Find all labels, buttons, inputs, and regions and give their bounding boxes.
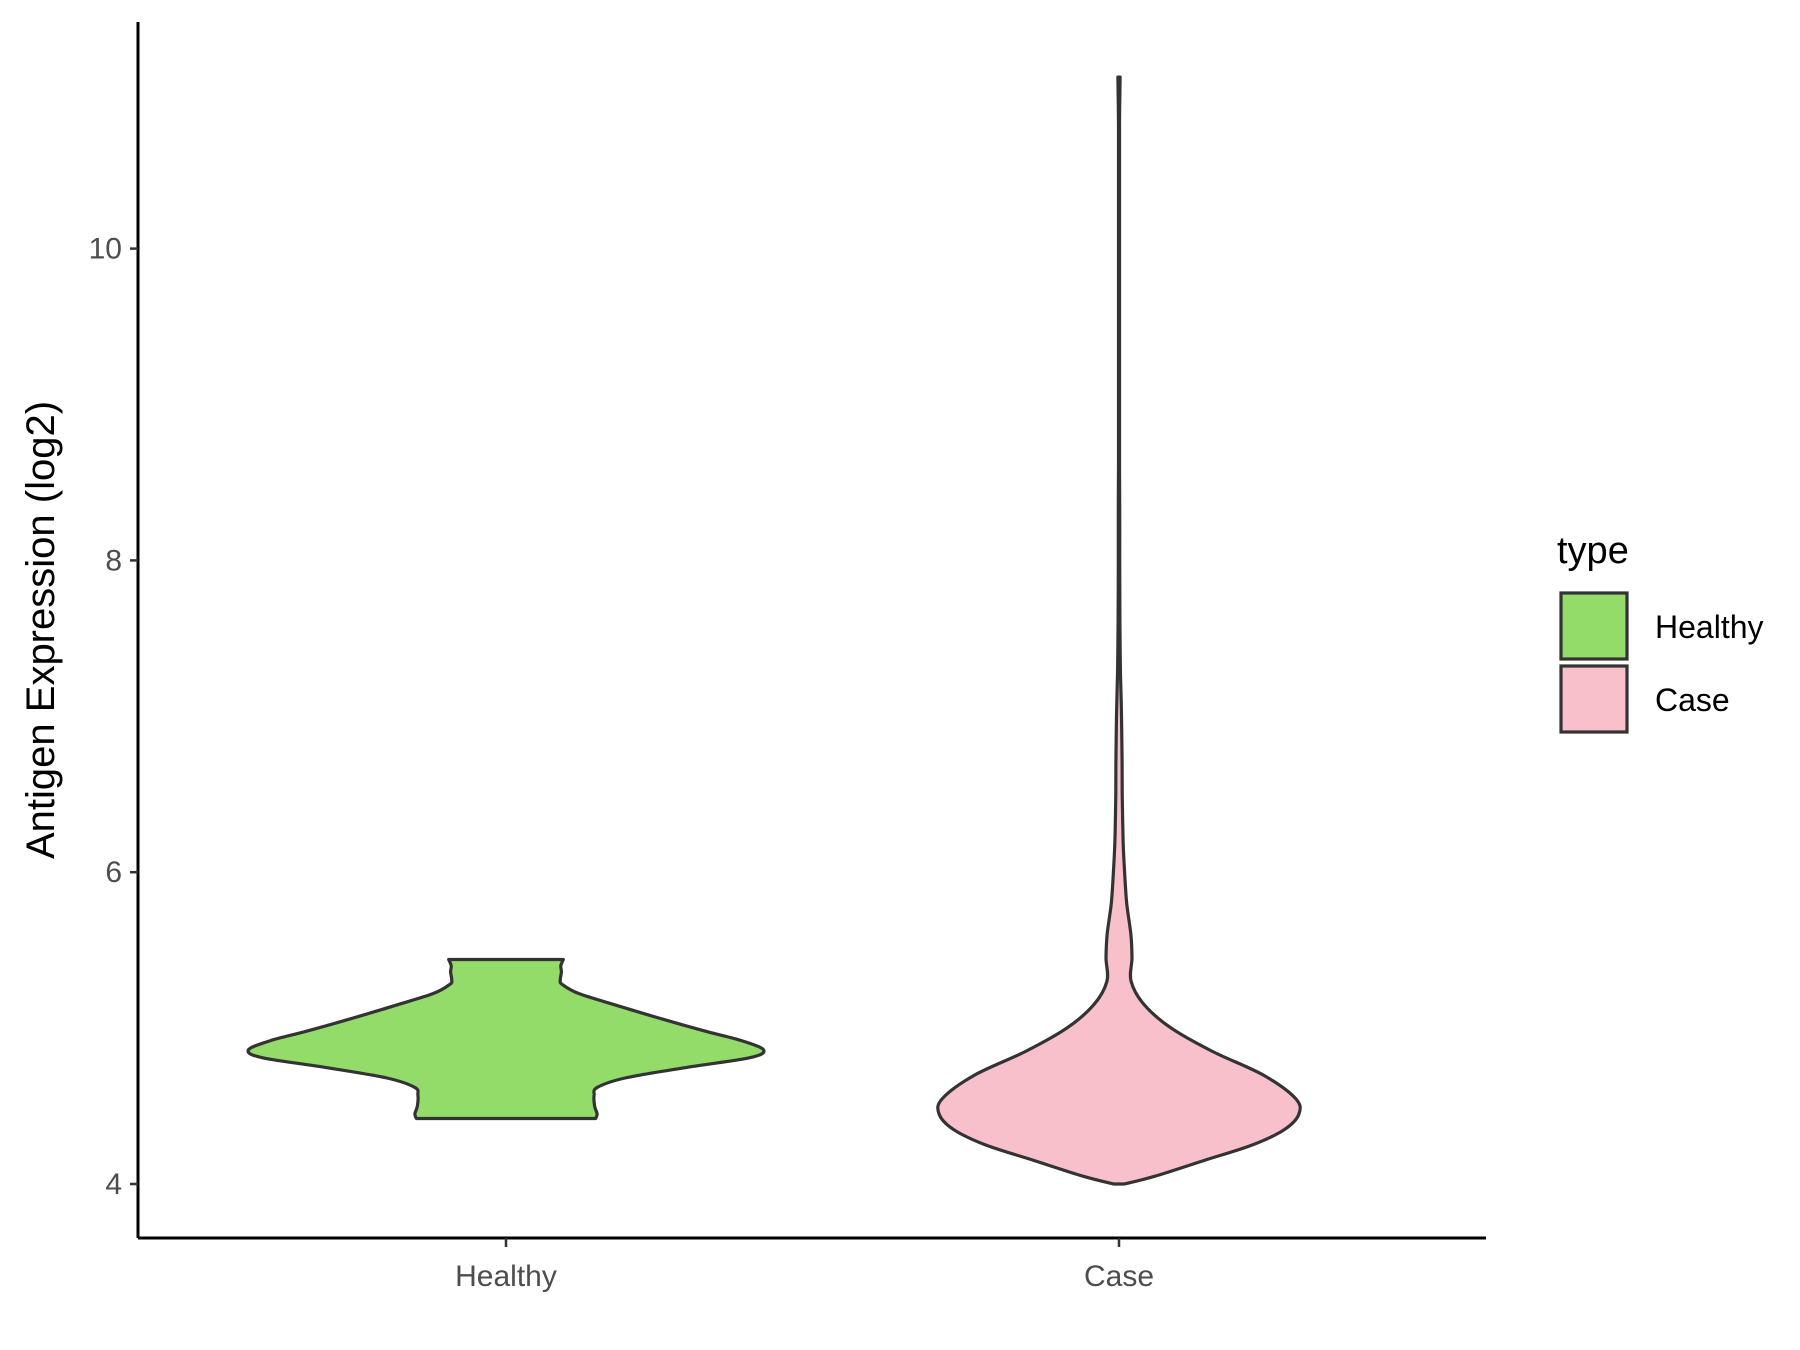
- legend-label-case: Case: [1655, 682, 1730, 718]
- x-tick-label: Case: [1084, 1260, 1154, 1293]
- legend-swatch-case: [1559, 664, 1629, 734]
- y-ticks: 4 6 8 10: [89, 233, 138, 1201]
- y-axis-title: Antigen Expression (log2): [19, 401, 63, 859]
- violin-healthy: [246, 957, 766, 1121]
- x-tick-label: Healthy: [455, 1260, 557, 1293]
- legend-swatch-healthy: [1559, 591, 1629, 661]
- y-tick-label: 4: [105, 1168, 122, 1201]
- y-tick-label: 8: [105, 544, 122, 577]
- legend: type Healthy Case: [1557, 530, 1764, 734]
- legend-label-healthy: Healthy: [1655, 609, 1764, 645]
- y-tick-label: 10: [89, 233, 122, 266]
- legend-items: Healthy Case: [1559, 591, 1764, 734]
- violins-layer: [246, 75, 1302, 1186]
- violin-case: [936, 75, 1302, 1186]
- y-tick-label: 6: [105, 856, 122, 889]
- x-ticks: Healthy Case: [455, 1238, 1154, 1293]
- legend-title: type: [1557, 530, 1629, 572]
